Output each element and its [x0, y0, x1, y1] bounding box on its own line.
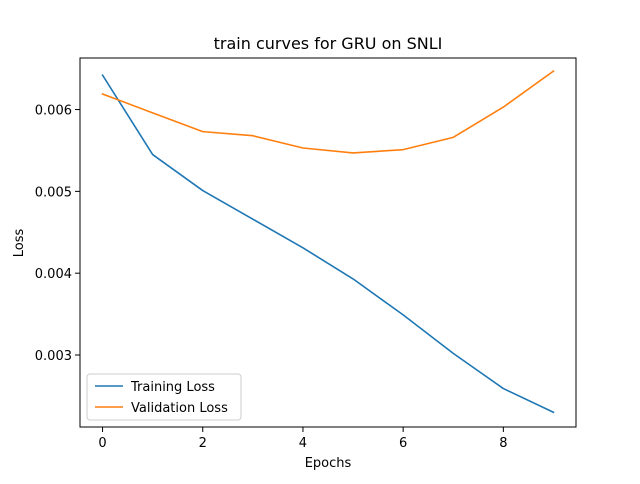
training-loss-line	[101, 74, 555, 414]
validation-loss-line	[101, 69, 555, 154]
y-tick-label: 0.003	[35, 349, 72, 364]
x-axis-label: Epochs	[305, 456, 352, 471]
x-tick-label: 0	[98, 436, 106, 451]
x-axis: 0 2 4 6 8	[98, 427, 507, 451]
chart-title: train curves for GRU on SNLI	[214, 34, 443, 53]
y-axis: 0.003 0.004 0.005 0.006	[35, 104, 80, 364]
y-axis-label: Loss	[12, 229, 27, 258]
legend-label-validation-loss: Validation Loss	[131, 401, 228, 416]
legend-label-training-loss: Training Loss	[130, 380, 215, 395]
y-tick-label: 0.005	[35, 185, 72, 200]
legend-box	[86, 373, 242, 421]
x-tick-label: 8	[499, 436, 507, 451]
series-layer	[101, 69, 555, 414]
x-tick-label: 2	[199, 436, 207, 451]
y-tick-label: 0.004	[35, 267, 72, 282]
plot-frame	[79, 57, 577, 428]
legend: Training Loss Validation Loss	[86, 373, 242, 421]
x-tick-label: 6	[399, 436, 407, 451]
y-tick-label: 0.006	[35, 104, 72, 119]
x-tick-label: 4	[299, 436, 307, 451]
